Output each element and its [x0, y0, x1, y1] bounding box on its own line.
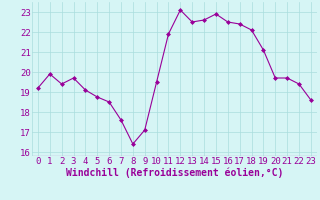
X-axis label: Windchill (Refroidissement éolien,°C): Windchill (Refroidissement éolien,°C): [66, 168, 283, 178]
